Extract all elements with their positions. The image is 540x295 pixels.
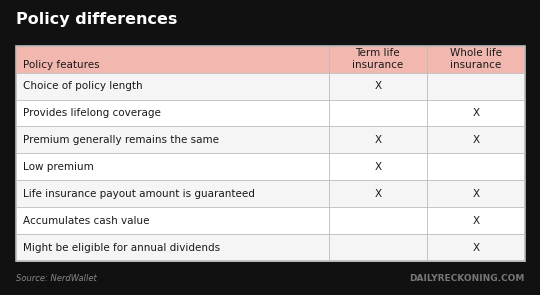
Text: DAILYRECKONING.COM: DAILYRECKONING.COM [409,274,525,283]
Text: X: X [472,216,480,226]
Text: Whole life
insurance: Whole life insurance [450,48,502,70]
Bar [16,46,525,73]
Bar [16,46,525,261]
Text: X: X [374,135,381,145]
Text: Low premium: Low premium [23,162,93,172]
Text: Choice of policy length: Choice of policy length [23,81,143,91]
Text: Provides lifelong coverage: Provides lifelong coverage [23,108,160,118]
Text: Term life
insurance: Term life insurance [352,48,403,70]
Bar [16,234,525,261]
Text: X: X [472,242,480,253]
Text: Accumulates cash value: Accumulates cash value [23,216,149,226]
Text: X: X [374,162,381,172]
Bar [16,207,525,234]
Text: X: X [472,108,480,118]
Text: Premium generally remains the same: Premium generally remains the same [23,135,219,145]
Text: Life insurance payout amount is guaranteed: Life insurance payout amount is guarante… [23,189,254,199]
Bar [16,153,525,180]
Text: Source: NerdWallet: Source: NerdWallet [16,274,97,283]
Bar [16,127,525,153]
Bar [16,180,525,207]
Text: X: X [374,189,381,199]
Text: X: X [374,81,381,91]
Bar [16,73,525,100]
Text: Policy features: Policy features [23,60,99,70]
Text: X: X [472,189,480,199]
Bar [16,99,525,127]
Text: X: X [472,135,480,145]
Text: Might be eligible for annual dividends: Might be eligible for annual dividends [23,242,220,253]
Text: Policy differences: Policy differences [16,12,178,27]
